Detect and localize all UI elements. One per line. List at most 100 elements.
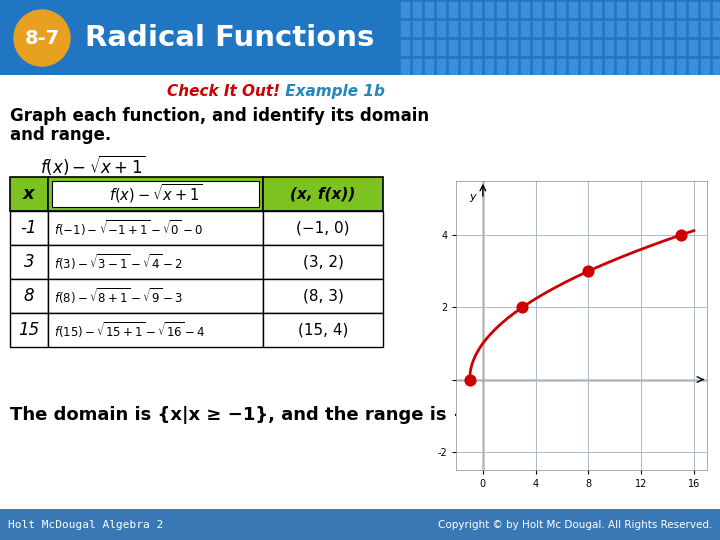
Bar <box>544 1 554 18</box>
Bar <box>400 58 410 75</box>
Bar <box>664 39 674 56</box>
Bar <box>412 20 422 37</box>
Bar <box>616 58 626 75</box>
Bar <box>460 58 470 75</box>
Bar <box>568 20 578 37</box>
Bar <box>520 20 530 37</box>
Bar <box>424 1 434 18</box>
Bar <box>628 39 638 56</box>
Bar <box>712 1 720 18</box>
Bar <box>532 58 542 75</box>
Circle shape <box>14 10 70 66</box>
Bar <box>616 1 626 18</box>
Bar <box>676 1 686 18</box>
Bar <box>700 39 710 56</box>
Bar <box>640 58 650 75</box>
Bar <box>604 1 614 18</box>
Text: -1: -1 <box>21 219 37 237</box>
Text: $f(3) - \sqrt{3-1} - \sqrt{4} - 2$: $f(3) - \sqrt{3-1} - \sqrt{4} - 2$ <box>54 252 183 272</box>
Point <box>582 267 594 275</box>
Bar <box>412 58 422 75</box>
Bar <box>520 58 530 75</box>
Bar <box>48 279 263 313</box>
Bar <box>556 58 566 75</box>
Bar <box>436 1 446 18</box>
Text: x: x <box>23 185 35 203</box>
Bar <box>652 58 662 75</box>
Bar <box>652 1 662 18</box>
Bar <box>628 20 638 37</box>
Text: 8-7: 8-7 <box>24 29 60 48</box>
Bar <box>436 39 446 56</box>
Bar <box>580 1 590 18</box>
Bar <box>628 58 638 75</box>
Text: The domain is {x|x ≥ −1}, and the range is {y|y ≥0}.: The domain is {x|x ≥ −1}, and the range … <box>10 406 549 424</box>
Bar <box>436 58 446 75</box>
Bar <box>616 20 626 37</box>
Text: $f(8) - \sqrt{8+1} - \sqrt{9} - 3$: $f(8) - \sqrt{8+1} - \sqrt{9} - 3$ <box>54 286 183 306</box>
Text: $f(x) - \sqrt{x+1}$: $f(x) - \sqrt{x+1}$ <box>109 183 202 205</box>
Text: Copyright © by Holt Mc Dougal. All Rights Reserved.: Copyright © by Holt Mc Dougal. All Right… <box>438 520 712 530</box>
Bar <box>592 1 602 18</box>
Bar <box>568 58 578 75</box>
Bar <box>10 279 48 313</box>
Bar <box>10 313 48 347</box>
Bar <box>580 20 590 37</box>
Bar <box>604 58 614 75</box>
Bar <box>412 1 422 18</box>
Bar <box>556 20 566 37</box>
Bar <box>400 1 410 18</box>
Text: (x, f(x)): (x, f(x)) <box>290 186 356 201</box>
Bar <box>472 1 482 18</box>
Bar <box>592 58 602 75</box>
Text: Check It Out!: Check It Out! <box>167 84 280 99</box>
Bar <box>640 39 650 56</box>
Point <box>464 375 475 384</box>
Bar <box>448 1 458 18</box>
Bar <box>263 245 383 279</box>
Point <box>675 231 686 239</box>
Text: (8, 3): (8, 3) <box>302 288 343 303</box>
Text: Graph each function, and identify its domain: Graph each function, and identify its do… <box>10 107 429 125</box>
Bar <box>604 39 614 56</box>
Bar <box>436 20 446 37</box>
Bar <box>712 39 720 56</box>
Text: $f(-1) - \sqrt{-1+1} - \sqrt{0} - 0$: $f(-1) - \sqrt{-1+1} - \sqrt{0} - 0$ <box>54 218 203 238</box>
Bar <box>48 177 263 211</box>
Bar <box>700 20 710 37</box>
Bar <box>556 1 566 18</box>
Bar <box>532 20 542 37</box>
Text: $f(15) - \sqrt{15+1} - \sqrt{16} - 4$: $f(15) - \sqrt{15+1} - \sqrt{16} - 4$ <box>54 320 206 340</box>
Text: (15, 4): (15, 4) <box>298 322 348 338</box>
Bar <box>508 20 518 37</box>
Bar <box>496 20 506 37</box>
Bar <box>592 39 602 56</box>
Bar <box>10 245 48 279</box>
Bar <box>628 1 638 18</box>
Bar <box>263 211 383 245</box>
Bar <box>640 1 650 18</box>
Bar <box>508 58 518 75</box>
Bar <box>652 20 662 37</box>
Bar <box>484 39 494 56</box>
Bar <box>52 181 259 207</box>
Bar <box>472 20 482 37</box>
Text: Example 1b: Example 1b <box>280 84 385 99</box>
Bar <box>688 1 698 18</box>
Text: y: y <box>469 192 476 202</box>
Bar <box>676 20 686 37</box>
Bar <box>460 1 470 18</box>
Bar <box>568 1 578 18</box>
Bar <box>460 20 470 37</box>
Bar <box>48 211 263 245</box>
Bar <box>48 313 263 347</box>
Bar <box>544 39 554 56</box>
Bar <box>520 39 530 56</box>
Bar <box>484 1 494 18</box>
Bar <box>496 58 506 75</box>
Bar <box>263 177 383 211</box>
Bar <box>520 1 530 18</box>
Bar <box>263 313 383 347</box>
Bar <box>652 39 662 56</box>
Bar <box>484 20 494 37</box>
